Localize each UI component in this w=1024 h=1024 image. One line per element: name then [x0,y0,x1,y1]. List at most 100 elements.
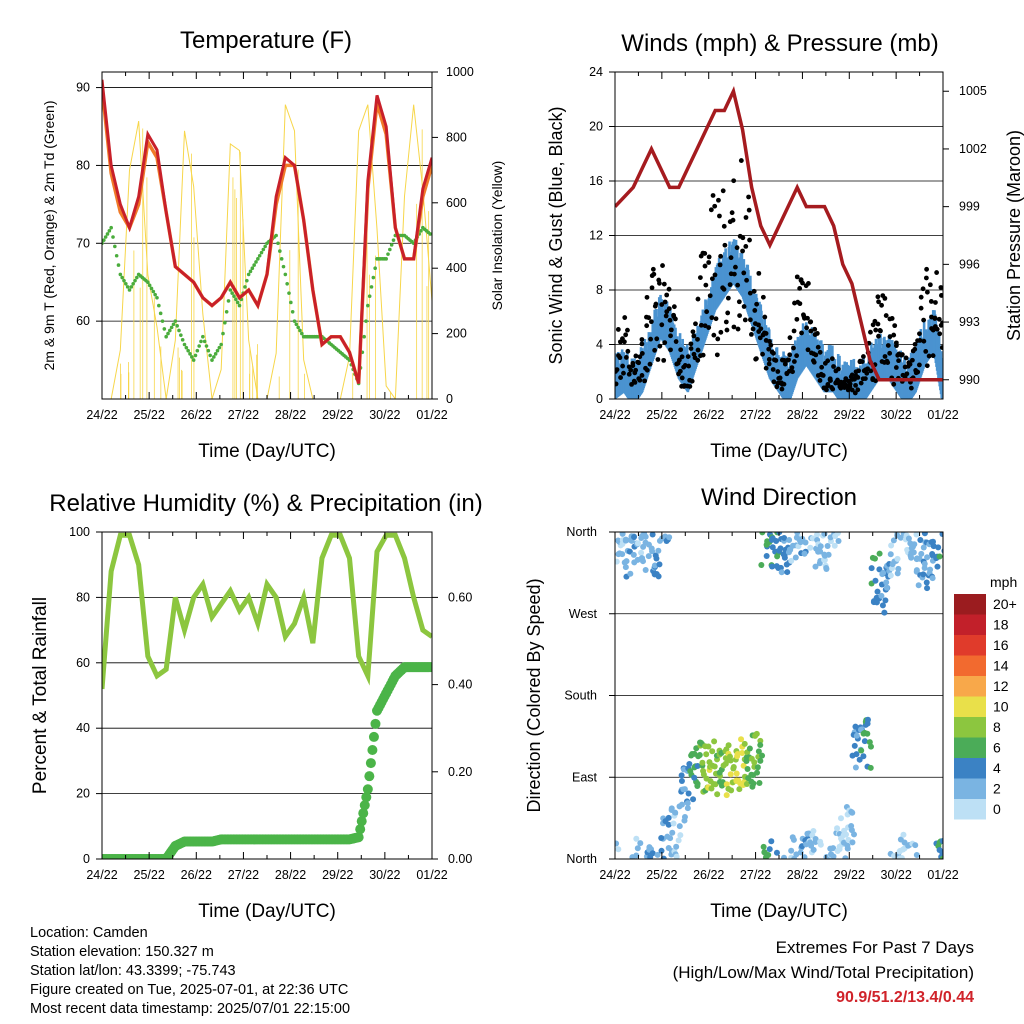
gust-point [882,295,888,301]
colorbar-swatch [954,696,986,717]
colorbar-label: 20+ [993,596,1017,612]
direction-point [665,814,672,821]
gust-point [689,378,695,384]
direction-point [837,815,844,822]
direction-point [882,597,889,604]
gust-point [787,335,793,341]
gust-point [706,260,712,265]
gust-point [918,294,924,300]
gust-point [671,304,677,310]
gust-point [695,296,701,302]
gust-point [642,378,648,384]
dewpoint-point [228,288,233,292]
direction-point [757,737,764,744]
direction-point [681,786,688,793]
gust-point [916,362,922,368]
gust-point [750,326,756,332]
direction-point [739,749,746,756]
y2-tick-label: 990 [959,373,980,387]
y2-tick-label: 0.40 [448,678,472,692]
colorbar-label: 8 [993,719,1001,735]
direction-point [769,544,776,551]
dewpoint-point [223,320,227,325]
rain-point [368,731,379,742]
dewpoint-point [182,342,187,347]
gust-point [636,360,642,366]
direction-point [939,838,943,845]
gust-point [673,339,679,344]
gust-point [679,354,685,360]
dewpoint-point [281,264,286,269]
gust-point [939,293,943,298]
direction-point [646,844,653,851]
direction-point [694,780,701,787]
gust-point [639,351,645,356]
gust-point [746,194,751,200]
gust-point [662,299,668,305]
direction-point [678,777,685,784]
gust-point [875,294,881,300]
dewpoint-point [215,348,220,353]
direction-point [755,748,762,755]
dewpoint-point [388,247,392,252]
y-tick-label: 70 [76,236,90,250]
direction-point [861,738,868,745]
direction-point [934,563,941,570]
dewpoint-point [371,275,376,280]
direction-point [751,759,758,766]
gust-point [771,350,776,356]
y-axis-label: Percent & Total Rainfall [30,597,51,794]
gust-point [630,360,636,366]
dewpoint-point [158,311,163,316]
gust-point [625,327,630,333]
direction-point [708,785,715,792]
dewpoint-point [107,229,112,233]
direction-point [939,849,943,856]
direction-point [895,565,902,572]
y2-axis-label: Solar Insolation (Yellow) [489,161,505,311]
dewpoint-point [204,344,209,348]
dewpoint-point [169,325,174,330]
gust-point [704,309,710,315]
gust-point [763,365,769,371]
direction-point [823,566,830,573]
dewpoint-point [391,238,396,242]
direction-point [817,841,824,848]
colorbar-swatch [954,676,986,697]
direction-point [668,805,675,812]
y-tick-label: 8 [596,283,603,297]
y-tick-label: 0 [596,392,603,406]
x-tick-label: 28/22 [787,408,818,422]
dewpoint-point [245,278,249,283]
gust-point [731,271,737,277]
gust-point [644,294,650,300]
gust-point [849,387,855,393]
direction-point [773,849,780,856]
direction-point [790,836,797,843]
direction-point [756,780,763,787]
direction-point [759,532,766,536]
direction-point [727,771,734,778]
gust-point [713,316,719,322]
y2-tick-label: 1000 [446,65,474,79]
direction-point [864,716,871,723]
gust-point [762,314,768,320]
gust-point [794,353,800,359]
direction-point [642,533,649,540]
direction-point [622,564,629,571]
direction-point [911,541,918,548]
colorbar-swatch [954,778,986,799]
gust-point [702,263,708,269]
gust-point [853,382,858,388]
gust-point [799,330,804,336]
gust-point [920,286,926,292]
x-tick-label: 30/22 [881,408,912,422]
direction-point [939,855,943,859]
rain-point [364,771,375,782]
gust-point [781,381,787,387]
gust-point [756,270,762,276]
gust-point [731,324,737,330]
gust-point [695,347,701,353]
direction-point [876,566,883,573]
gust-point [621,339,627,345]
